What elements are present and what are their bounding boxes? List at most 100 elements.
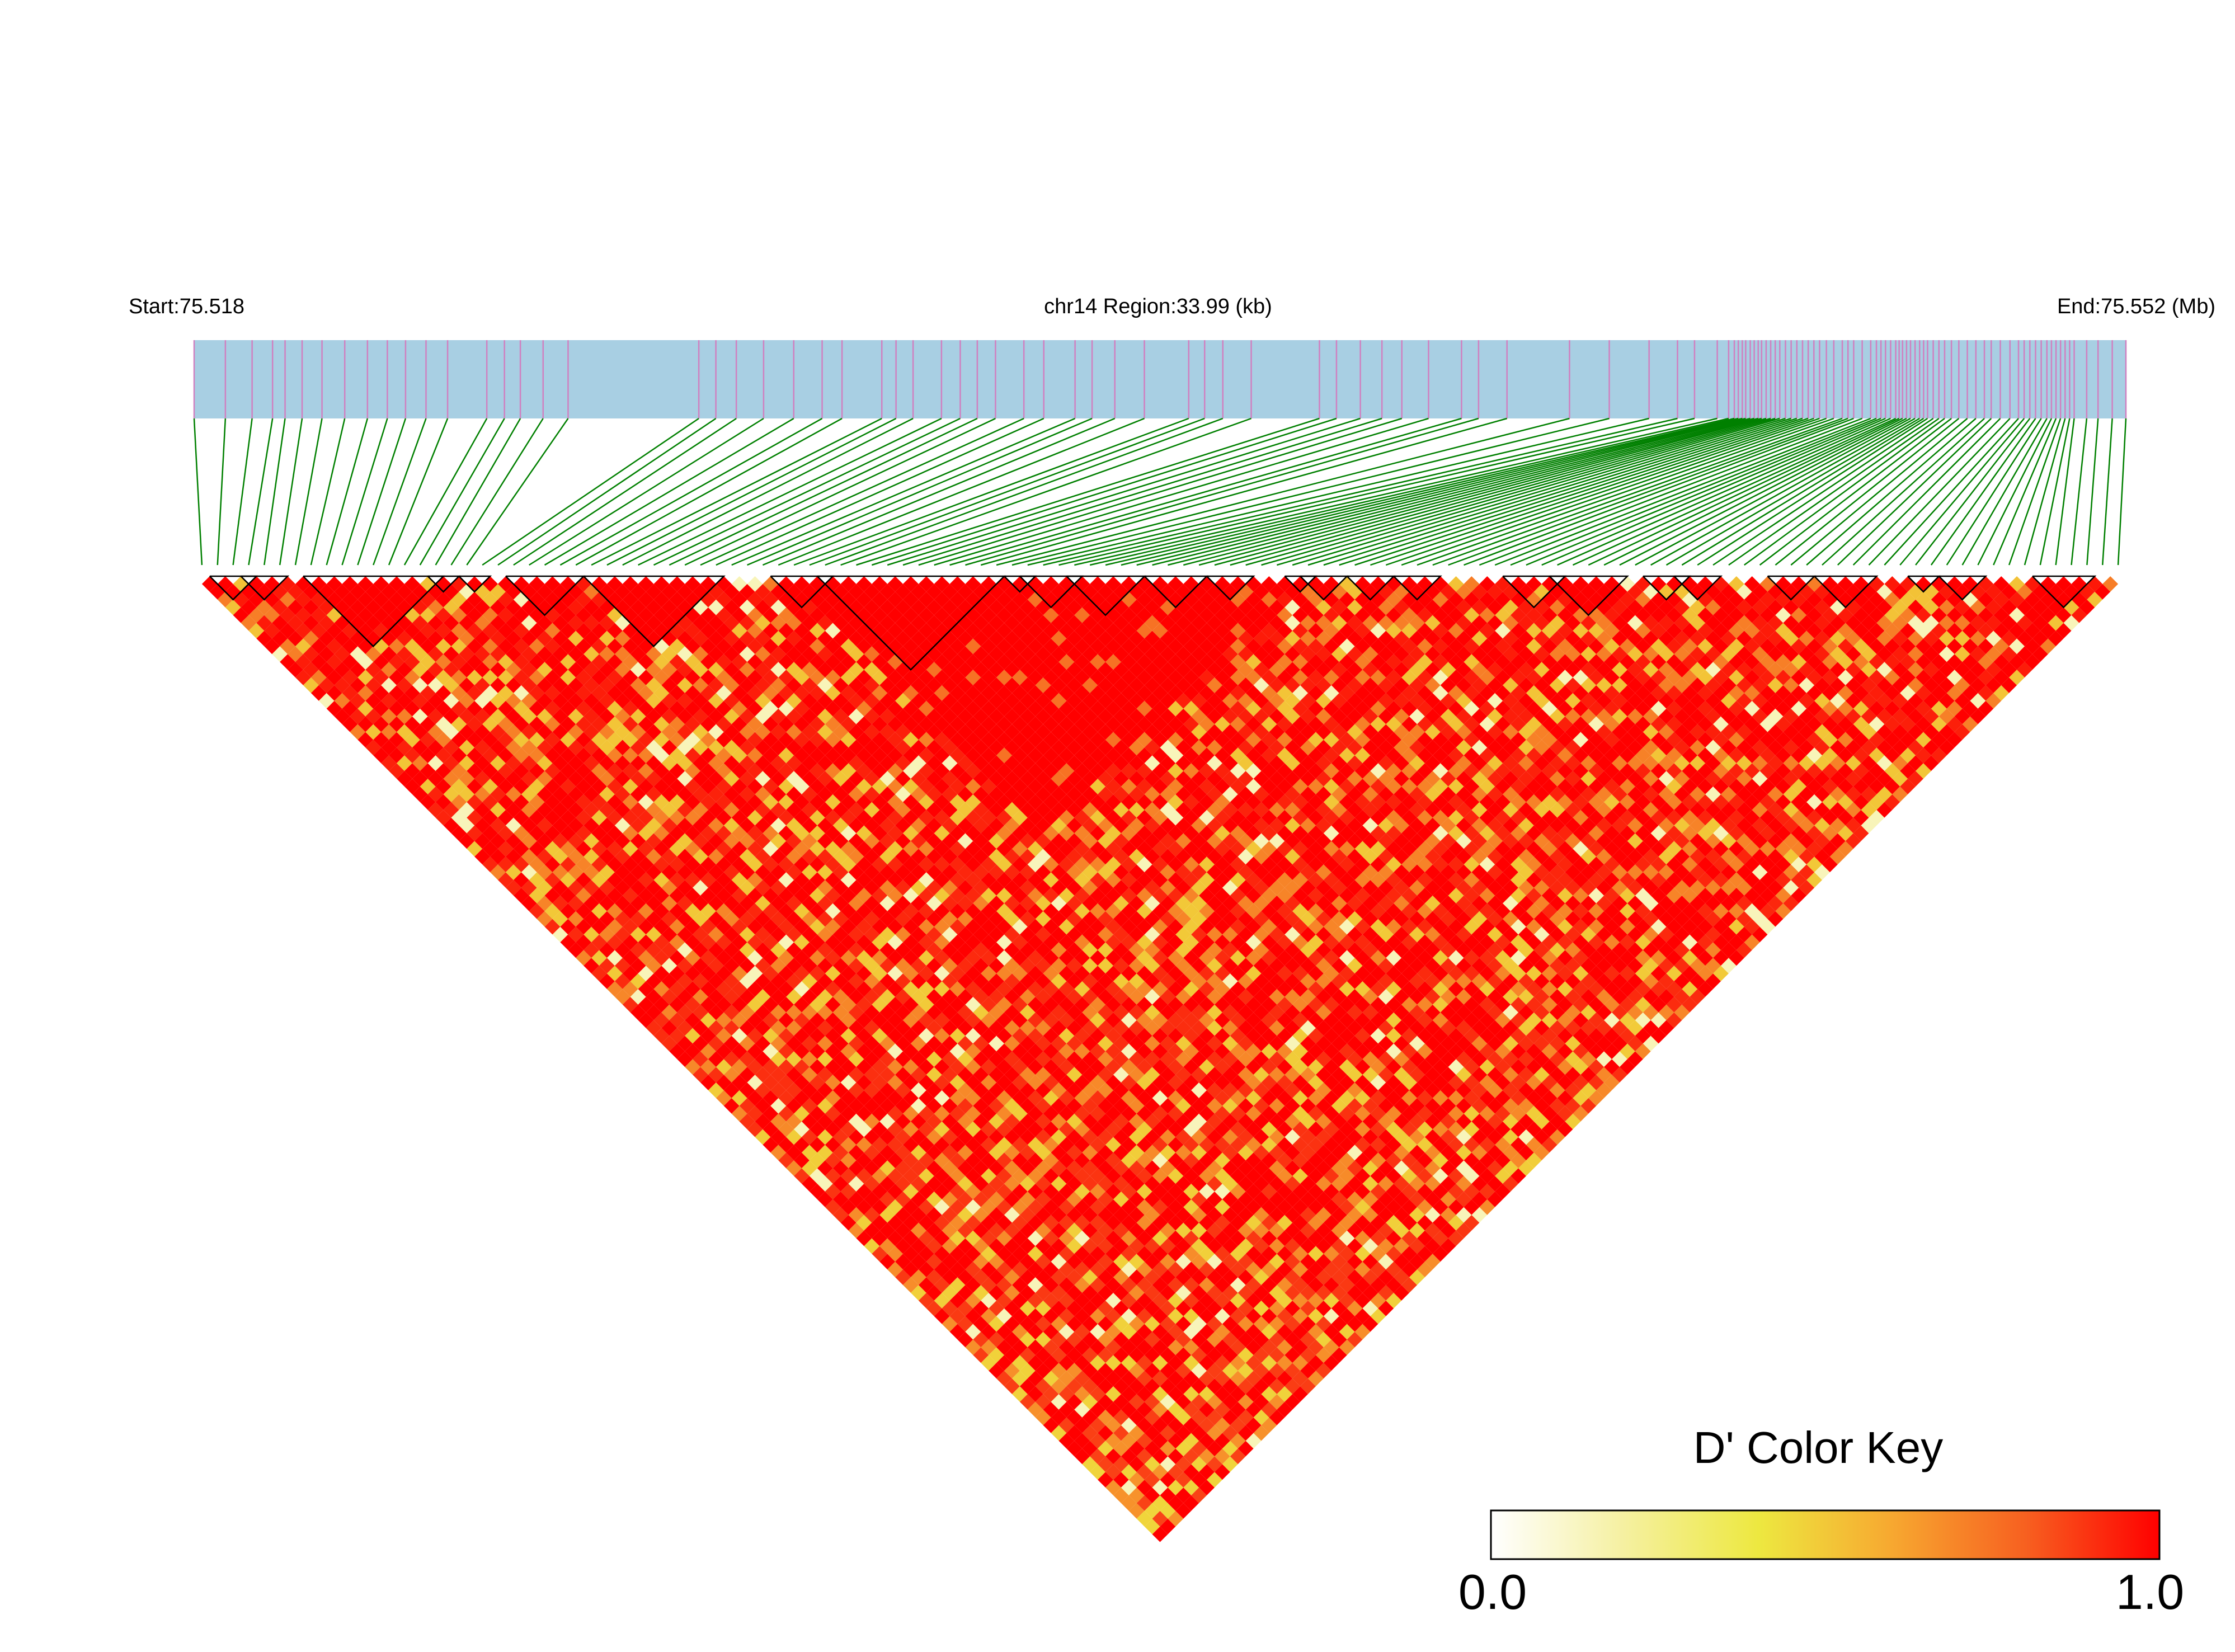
- ld-cell: [1144, 1129, 1160, 1145]
- ld-cell: [879, 1098, 896, 1114]
- ld-cell: [1113, 1269, 1129, 1285]
- ld-cell: [1183, 1386, 1199, 1402]
- ld-cell: [996, 1121, 1012, 1137]
- ld-cell: [537, 817, 553, 834]
- ld-cell: [1199, 1339, 1215, 1356]
- ld-cell: [825, 841, 841, 857]
- gene-track: [194, 340, 2126, 418]
- ld-cell: [700, 825, 716, 841]
- ld-cell: [840, 887, 857, 903]
- ld-cell: [1300, 1378, 1316, 1394]
- ld-cell: [521, 802, 537, 818]
- ld-cell: [560, 638, 576, 655]
- snp-connector: [1214, 417, 1762, 566]
- ld-cell: [568, 599, 584, 615]
- snp-connector: [2024, 418, 2066, 566]
- ld-cell: [576, 638, 592, 655]
- ld-cell: [1207, 1378, 1222, 1394]
- ld-cell: [1074, 1215, 1090, 1231]
- ld-cell: [1128, 1082, 1145, 1098]
- snp-connector: [326, 418, 369, 566]
- ld-cell: [669, 887, 685, 903]
- ld-cell: [1012, 1215, 1028, 1231]
- ld-cell: [646, 755, 662, 771]
- ld-cell: [630, 662, 646, 677]
- ld-cell: [700, 732, 716, 748]
- ld-cell: [708, 1051, 724, 1067]
- ld-cell: [622, 716, 638, 732]
- ld-cell: [716, 685, 732, 701]
- ld-cell: [685, 623, 700, 639]
- ld-cell: [1098, 1145, 1113, 1161]
- ld-cell: [965, 966, 981, 981]
- ld-cell: [350, 630, 366, 647]
- ld-cell: [872, 872, 888, 888]
- ld-cell: [451, 685, 467, 701]
- ld-cell: [763, 1043, 779, 1060]
- ld-cell: [310, 591, 327, 608]
- ld-cell: [856, 809, 872, 826]
- ld-cell: [1012, 1012, 1028, 1028]
- ld-cell: [653, 903, 670, 919]
- ld-cell: [1082, 1269, 1098, 1285]
- ld-cell: [840, 1059, 857, 1075]
- ld-cell: [1316, 1285, 1331, 1301]
- ld-cell: [560, 809, 576, 826]
- ld-cell: [1098, 1129, 1113, 1145]
- ld-cell: [911, 1269, 926, 1285]
- ld-cell: [1168, 1308, 1184, 1324]
- snp-connector: [388, 418, 449, 566]
- ld-cell: [840, 1215, 857, 1231]
- ld-cell: [942, 989, 958, 1005]
- ld-cell: [895, 1098, 911, 1114]
- ld-cell: [1222, 1456, 1238, 1472]
- ld-cell: [794, 950, 810, 966]
- ld-cell: [903, 1137, 919, 1153]
- ld-cell: [552, 693, 568, 709]
- snp-connector: [591, 417, 882, 566]
- ld-cell: [965, 1308, 981, 1324]
- ld-cell: [693, 849, 708, 865]
- ld-cell: [1082, 1067, 1098, 1082]
- ld-cell: [895, 1222, 911, 1239]
- ld-cell: [809, 763, 825, 779]
- ld-cell: [1175, 1331, 1192, 1348]
- ld-cell: [350, 662, 366, 677]
- ld-cell: [1136, 1308, 1152, 1324]
- ld-cell: [981, 1355, 997, 1371]
- ld-cell: [864, 973, 880, 989]
- ld-cell: [911, 1082, 926, 1098]
- ld-cell: [606, 623, 623, 639]
- ld-cell: [288, 615, 303, 631]
- ld-cell: [872, 1137, 888, 1153]
- ld-cell: [731, 1059, 747, 1075]
- ld-cell: [763, 903, 779, 919]
- ld-cell: [840, 794, 857, 810]
- ld-cell: [1284, 1316, 1301, 1332]
- ld-cell: [1284, 1394, 1301, 1410]
- ld-cell: [1199, 1386, 1215, 1402]
- ld-cell: [1277, 1277, 1293, 1293]
- ld-cell: [700, 903, 716, 919]
- ld-cell: [700, 716, 716, 732]
- ld-cell: [770, 849, 787, 865]
- ld-cell: [1230, 1355, 1246, 1371]
- ld-cell: [482, 825, 498, 841]
- ld-cell: [747, 950, 763, 966]
- ld-cell: [832, 895, 849, 911]
- ld-cell: [731, 872, 747, 888]
- ld-cell: [731, 809, 747, 826]
- ld-cell: [1121, 1480, 1137, 1495]
- ld-cell: [638, 934, 654, 950]
- ld-cell: [459, 677, 475, 693]
- ld-cell: [832, 1207, 849, 1223]
- ld-cell: [1113, 1441, 1129, 1457]
- ld-cell: [903, 1043, 919, 1060]
- ld-cell: [903, 841, 919, 857]
- ld-cell: [1175, 1113, 1192, 1129]
- ld-cell: [552, 802, 568, 818]
- ld-cell: [1168, 1355, 1184, 1371]
- ld-cell: [1183, 1324, 1199, 1340]
- ld-cell: [1168, 1433, 1184, 1449]
- ld-cell: [529, 887, 545, 903]
